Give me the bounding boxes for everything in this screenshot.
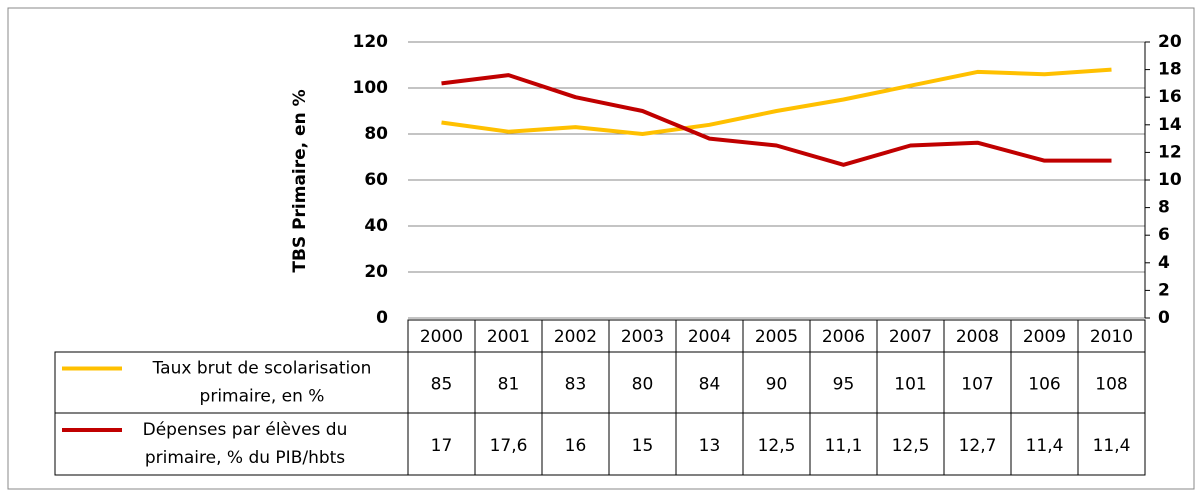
y2-tick-label: 14: [1158, 115, 1182, 135]
y-tick-label: 120: [353, 32, 389, 52]
y-tick-label: 60: [364, 170, 388, 190]
table-value: 81: [498, 375, 520, 395]
y2-tick-label: 2: [1158, 280, 1170, 300]
x-tick-label: 2004: [688, 327, 731, 347]
y2-tick-label: 12: [1158, 142, 1182, 162]
table-value: 11,4: [1093, 436, 1131, 456]
legend-label: Taux brut de scolarisation primaire, en %: [152, 359, 372, 407]
table-value: 11,4: [1026, 436, 1064, 456]
table-value: 90: [766, 375, 788, 395]
x-tick-label: 2003: [621, 327, 664, 347]
y2-tick-label: 6: [1158, 225, 1170, 245]
x-tick-label: 2002: [554, 327, 597, 347]
x-tick-label: 2000: [420, 327, 463, 347]
y-axis-label: TBS Primaire, en %: [290, 89, 310, 272]
table-value: 12,5: [758, 436, 796, 456]
table-value: 85: [431, 375, 453, 395]
y-tick-label: 40: [364, 216, 388, 236]
legend-label: Dépenses par élèves du primaire, % du PIB…: [143, 420, 348, 468]
x-tick-label: 2008: [956, 327, 999, 347]
x-tick-label: 2010: [1090, 327, 1133, 347]
chart-frame: [7, 7, 1195, 490]
y2-tick-label: 10: [1158, 170, 1182, 190]
table-value: 15: [632, 436, 654, 456]
series-line: [441, 73, 1112, 167]
table-value: 17: [431, 436, 453, 456]
table-value: 101: [894, 375, 926, 395]
table-value: 13: [699, 436, 721, 456]
table-value: 83: [565, 375, 587, 395]
table-value: 11,1: [825, 436, 863, 456]
table-value: 108: [1095, 375, 1127, 395]
y2-tick-label: 20: [1158, 32, 1182, 52]
y-tick-label: 20: [364, 262, 388, 282]
x-tick-label: 2005: [755, 327, 798, 347]
table-value: 12,7: [959, 436, 997, 456]
table-value: 84: [699, 375, 721, 395]
table-value: 17,6: [490, 436, 528, 456]
table-value: 16: [565, 436, 587, 456]
y-tick-label: 0: [376, 308, 388, 328]
y2-tick-label: 8: [1158, 198, 1170, 218]
y-tick-label: 80: [364, 124, 388, 144]
y2-tick-label: 0: [1158, 308, 1170, 328]
series-line: [441, 67, 1112, 136]
x-tick-label: 2001: [487, 327, 530, 347]
table-value: 106: [1028, 375, 1060, 395]
x-tick-label: 2006: [822, 327, 865, 347]
table-value: 95: [833, 375, 855, 395]
y2-tick-label: 18: [1158, 60, 1182, 80]
y2-tick-label: 16: [1158, 87, 1182, 107]
table-value: 80: [632, 375, 654, 395]
x-tick-label: 2009: [1023, 327, 1066, 347]
y-tick-label: 100: [353, 78, 389, 98]
table-value: 12,5: [892, 436, 930, 456]
y2-tick-label: 4: [1158, 253, 1170, 273]
table-value: 107: [961, 375, 993, 395]
x-tick-label: 2007: [889, 327, 932, 347]
